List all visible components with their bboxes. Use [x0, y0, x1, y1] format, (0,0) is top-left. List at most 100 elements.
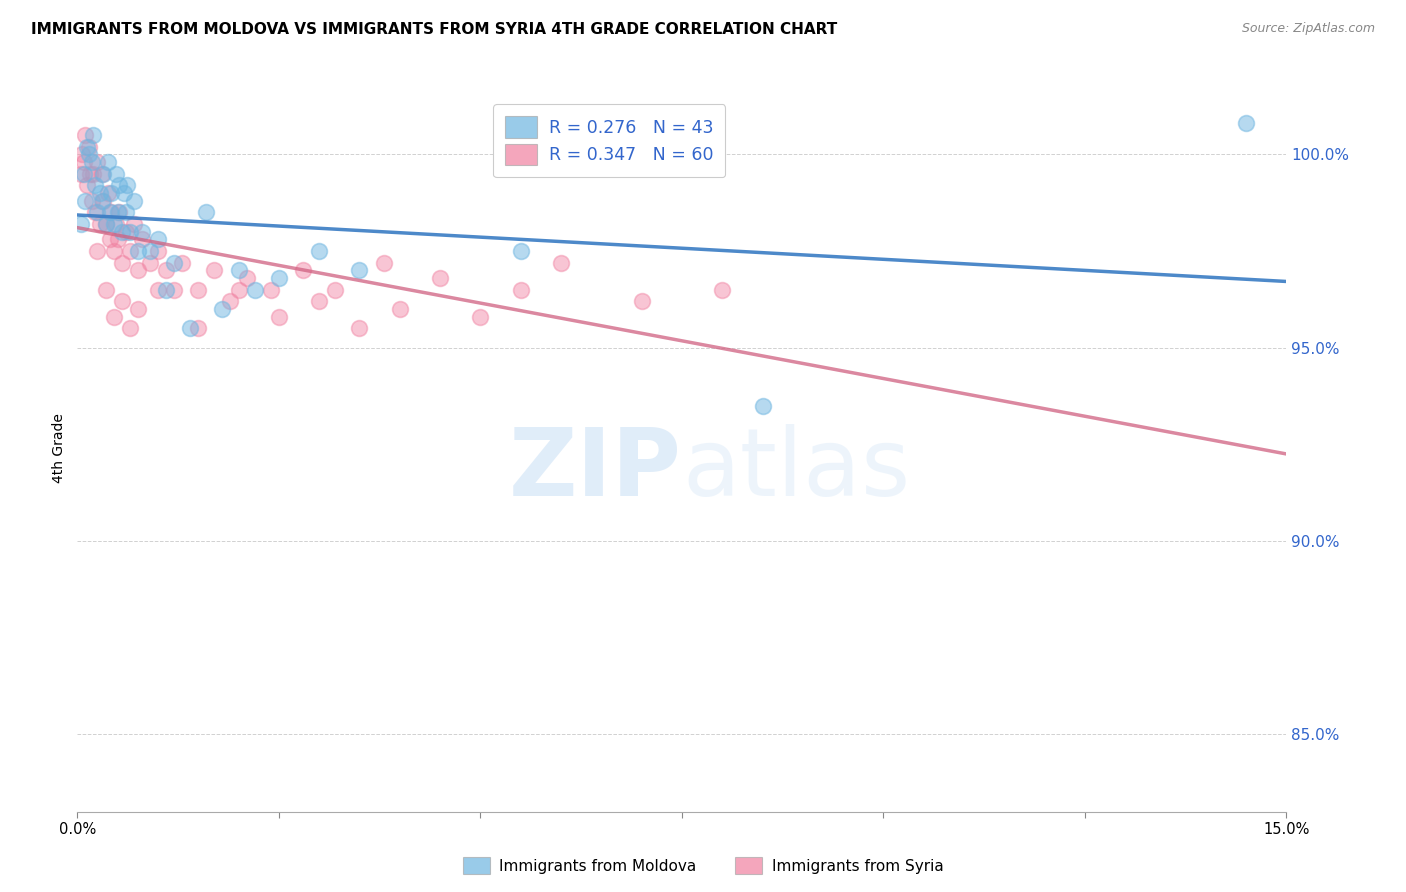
- Point: [75, 128, 97, 142]
- Point: [118, 321, 141, 335]
- Point: [70, 217, 93, 231]
- Point: [292, 263, 315, 277]
- Point: [75, 194, 97, 208]
- Point: [111, 225, 134, 239]
- Point: [179, 321, 201, 335]
- Legend: Immigrants from Moldova, Immigrants from Syria: Immigrants from Moldova, Immigrants from…: [457, 851, 949, 880]
- Point: [243, 283, 266, 297]
- Point: [211, 301, 233, 316]
- Point: [509, 244, 531, 258]
- Legend: R = 0.276   N = 43, R = 0.347   N = 60: R = 0.276 N = 43, R = 0.347 N = 60: [494, 104, 725, 178]
- Point: [323, 283, 346, 297]
- Point: [122, 194, 145, 208]
- Point: [349, 321, 371, 335]
- Point: [76, 178, 98, 193]
- Point: [163, 255, 186, 269]
- Point: [77, 139, 100, 153]
- Point: [711, 283, 734, 297]
- Point: [349, 263, 371, 277]
- Point: [146, 232, 169, 246]
- Point: [82, 167, 104, 181]
- Point: [267, 271, 290, 285]
- Point: [127, 244, 149, 258]
- Point: [131, 225, 153, 239]
- Text: Source: ZipAtlas.com: Source: ZipAtlas.com: [1241, 22, 1375, 36]
- Point: [100, 205, 122, 219]
- Point: [172, 255, 194, 269]
- Point: [228, 283, 250, 297]
- Point: [91, 194, 114, 208]
- Point: [73, 167, 96, 181]
- Point: [114, 205, 136, 219]
- Point: [105, 217, 128, 231]
- Point: [84, 205, 107, 219]
- Point: [89, 217, 111, 231]
- Point: [228, 263, 250, 277]
- Point: [103, 217, 125, 231]
- Point: [155, 263, 177, 277]
- Point: [139, 255, 162, 269]
- Point: [97, 186, 120, 200]
- Point: [146, 244, 169, 258]
- Point: [235, 271, 257, 285]
- Point: [187, 321, 209, 335]
- Point: [100, 186, 122, 200]
- Point: [103, 244, 125, 258]
- Point: [429, 271, 451, 285]
- Text: ZIP: ZIP: [509, 424, 682, 516]
- Point: [373, 255, 395, 269]
- Point: [131, 232, 153, 246]
- Point: [509, 283, 531, 297]
- Point: [388, 301, 411, 316]
- Point: [70, 147, 93, 161]
- Point: [111, 294, 134, 309]
- Point: [155, 283, 177, 297]
- Point: [118, 244, 141, 258]
- Point: [69, 167, 91, 181]
- Point: [107, 232, 129, 246]
- Point: [202, 263, 225, 277]
- Point: [751, 399, 773, 413]
- Point: [117, 178, 139, 193]
- Point: [86, 205, 108, 219]
- Point: [86, 244, 108, 258]
- Point: [86, 155, 108, 169]
- Point: [187, 283, 209, 297]
- Point: [163, 283, 186, 297]
- Point: [80, 155, 103, 169]
- Point: [94, 283, 117, 297]
- Point: [98, 232, 121, 246]
- Point: [107, 205, 129, 219]
- Point: [127, 301, 149, 316]
- Point: [97, 155, 120, 169]
- Text: atlas: atlas: [682, 424, 910, 516]
- Point: [94, 217, 117, 231]
- Point: [111, 255, 134, 269]
- Point: [1234, 116, 1257, 130]
- Point: [308, 294, 330, 309]
- Point: [79, 147, 101, 161]
- Point: [630, 294, 652, 309]
- Point: [108, 205, 131, 219]
- Point: [139, 244, 162, 258]
- Point: [105, 167, 128, 181]
- Point: [550, 255, 572, 269]
- Point: [91, 167, 114, 181]
- Point: [122, 217, 145, 231]
- Point: [90, 167, 112, 181]
- Y-axis label: 4th Grade: 4th Grade: [52, 413, 66, 483]
- Point: [118, 225, 141, 239]
- Point: [89, 186, 111, 200]
- Point: [80, 194, 103, 208]
- Point: [195, 205, 218, 219]
- Point: [260, 283, 283, 297]
- Point: [308, 244, 330, 258]
- Point: [84, 178, 107, 193]
- Point: [90, 194, 112, 208]
- Point: [219, 294, 242, 309]
- Point: [79, 167, 101, 181]
- Point: [103, 310, 125, 324]
- Point: [127, 263, 149, 277]
- Point: [108, 178, 131, 193]
- Point: [82, 128, 104, 142]
